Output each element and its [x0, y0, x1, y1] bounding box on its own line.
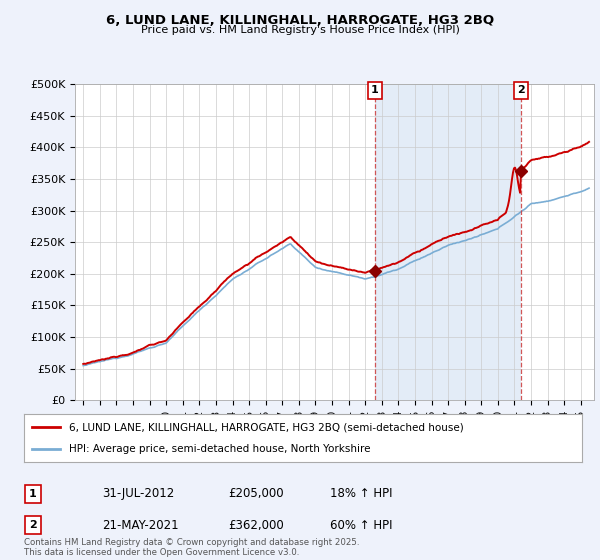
Text: Price paid vs. HM Land Registry's House Price Index (HPI): Price paid vs. HM Land Registry's House … [140, 25, 460, 35]
Text: 21-MAY-2021: 21-MAY-2021 [102, 519, 179, 532]
Text: 2: 2 [517, 85, 524, 95]
Text: 31-JUL-2012: 31-JUL-2012 [102, 487, 174, 501]
Text: 6, LUND LANE, KILLINGHALL, HARROGATE, HG3 2BQ: 6, LUND LANE, KILLINGHALL, HARROGATE, HG… [106, 14, 494, 27]
Text: 1: 1 [29, 489, 37, 499]
Text: 60% ↑ HPI: 60% ↑ HPI [330, 519, 392, 532]
Text: 18% ↑ HPI: 18% ↑ HPI [330, 487, 392, 501]
Text: HPI: Average price, semi-detached house, North Yorkshire: HPI: Average price, semi-detached house,… [68, 444, 370, 454]
Text: Contains HM Land Registry data © Crown copyright and database right 2025.
This d: Contains HM Land Registry data © Crown c… [24, 538, 359, 557]
Text: 2: 2 [29, 520, 37, 530]
Text: £362,000: £362,000 [228, 519, 284, 532]
Text: 1: 1 [371, 85, 379, 95]
Text: £205,000: £205,000 [228, 487, 284, 501]
Text: 6, LUND LANE, KILLINGHALL, HARROGATE, HG3 2BQ (semi-detached house): 6, LUND LANE, KILLINGHALL, HARROGATE, HG… [68, 422, 463, 432]
Bar [375, 84, 521, 400]
